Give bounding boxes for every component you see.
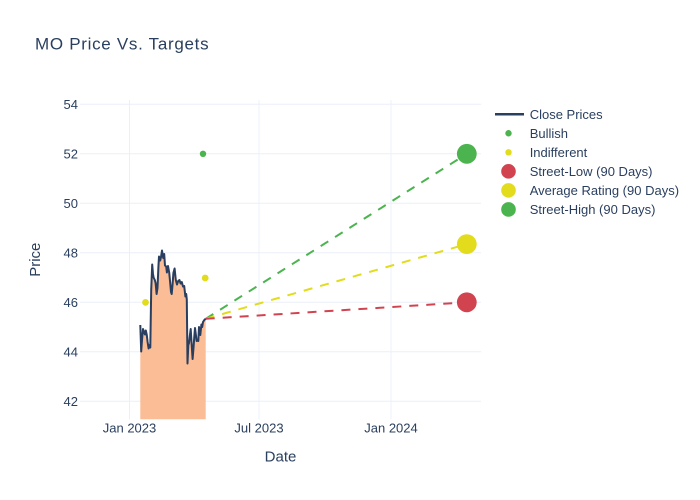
svg-text:Date: Date <box>265 448 297 465</box>
svg-text:Close Prices: Close Prices <box>530 107 603 122</box>
svg-text:Price: Price <box>27 243 44 277</box>
svg-text:Indifferent: Indifferent <box>530 145 588 160</box>
svg-text:Jul 2023: Jul 2023 <box>234 421 283 436</box>
svg-text:46: 46 <box>64 295 78 310</box>
svg-text:54: 54 <box>64 97 78 112</box>
svg-text:42: 42 <box>64 394 78 409</box>
svg-text:Jan 2024: Jan 2024 <box>364 421 418 436</box>
svg-text:Street-High (90 Days): Street-High (90 Days) <box>530 202 656 217</box>
svg-text:50: 50 <box>64 196 78 211</box>
svg-text:MO Price Vs. Targets: MO Price Vs. Targets <box>35 35 209 54</box>
svg-text:44: 44 <box>64 344 78 359</box>
svg-text:Bullish: Bullish <box>530 126 568 141</box>
svg-text:52: 52 <box>64 146 78 161</box>
svg-text:48: 48 <box>64 245 78 260</box>
svg-text:Average Rating (90 Days): Average Rating (90 Days) <box>530 183 679 198</box>
svg-text:Jan 2023: Jan 2023 <box>103 421 157 436</box>
svg-text:Street-Low (90 Days): Street-Low (90 Days) <box>530 164 653 179</box>
